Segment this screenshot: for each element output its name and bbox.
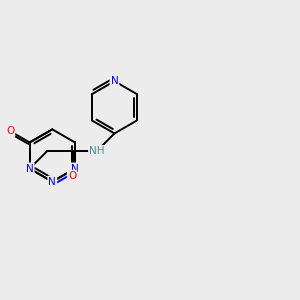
Text: N: N bbox=[26, 164, 34, 174]
Text: N: N bbox=[71, 164, 79, 174]
Text: N: N bbox=[48, 177, 56, 187]
Text: O: O bbox=[68, 171, 76, 181]
Text: N: N bbox=[111, 76, 118, 86]
Text: NH: NH bbox=[89, 146, 105, 156]
Text: O: O bbox=[6, 126, 14, 136]
